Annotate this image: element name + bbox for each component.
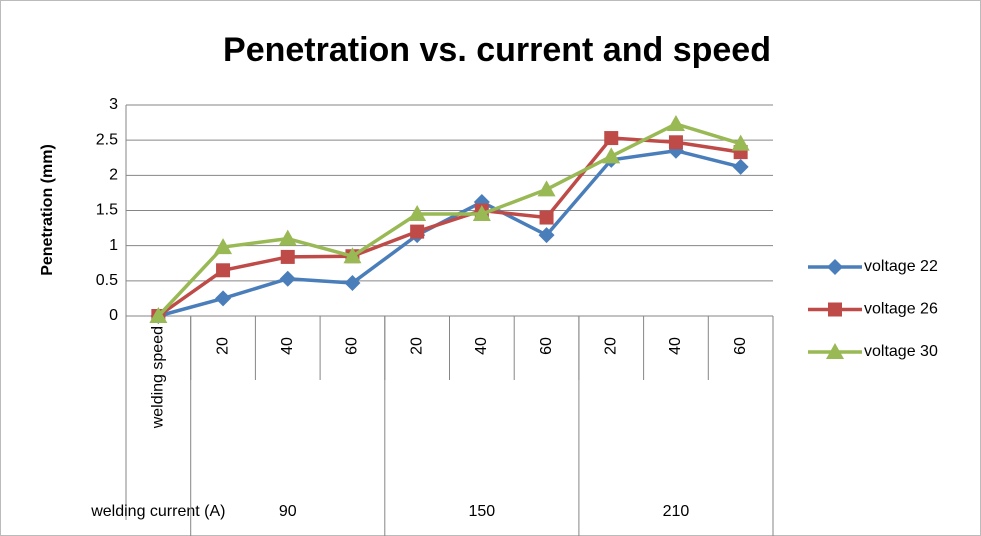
y-tick-label: 0.5 — [96, 272, 118, 289]
data-point — [537, 180, 556, 197]
legend-label: voltage 30 — [864, 343, 938, 360]
y-tick-label: 1.5 — [96, 202, 118, 219]
data-point — [731, 134, 750, 151]
y-axis-label: Penetration (mm) — [39, 144, 56, 276]
data-point — [732, 158, 749, 175]
data-point — [280, 249, 295, 264]
data-point — [410, 224, 425, 239]
y-tick-label: 0 — [109, 307, 118, 324]
group-label: 150 — [468, 503, 495, 520]
x-tick-label: 20 — [408, 337, 425, 355]
legend-marker — [826, 343, 844, 359]
data-point — [149, 307, 168, 323]
y-tick-label: 1 — [109, 237, 118, 254]
y-tick-label: 2 — [109, 167, 118, 184]
series-line — [157, 148, 742, 318]
legend-marker — [828, 302, 842, 317]
data-point — [539, 210, 554, 225]
series-line — [157, 122, 742, 318]
group-label: 210 — [663, 503, 690, 520]
data-point — [604, 131, 619, 146]
x-tick-label: 20 — [214, 337, 231, 355]
data-point — [668, 135, 683, 150]
data-point — [214, 238, 233, 255]
legend-marker — [827, 259, 843, 275]
y-tick-label: 3 — [109, 96, 118, 113]
chart-title: Penetration vs. current and speed — [223, 31, 771, 69]
x-tick-label: welding speed — [150, 326, 167, 429]
legend-label: voltage 26 — [864, 301, 938, 318]
group-label: 90 — [279, 503, 297, 520]
x-tick-label: 40 — [473, 337, 490, 355]
x-tick-label: 60 — [344, 337, 361, 355]
data-point — [343, 247, 362, 264]
x-tick-label: 20 — [602, 337, 619, 355]
group-label: welding current (A) — [90, 503, 225, 520]
data-point — [472, 205, 491, 222]
x-tick-label: 40 — [667, 337, 684, 355]
data-point — [666, 114, 685, 131]
data-point — [279, 270, 296, 287]
data-point — [408, 205, 427, 222]
x-tick-label: 60 — [538, 337, 555, 355]
x-tick-label: 60 — [732, 337, 749, 355]
data-point — [344, 274, 361, 291]
data-point — [602, 147, 621, 164]
data-point — [216, 263, 231, 278]
data-point — [278, 229, 297, 246]
data-point — [215, 290, 232, 307]
y-tick-label: 2.5 — [96, 131, 118, 148]
data-point — [538, 227, 555, 244]
legend-label: voltage 22 — [864, 258, 938, 275]
x-tick-label: 40 — [279, 337, 296, 355]
